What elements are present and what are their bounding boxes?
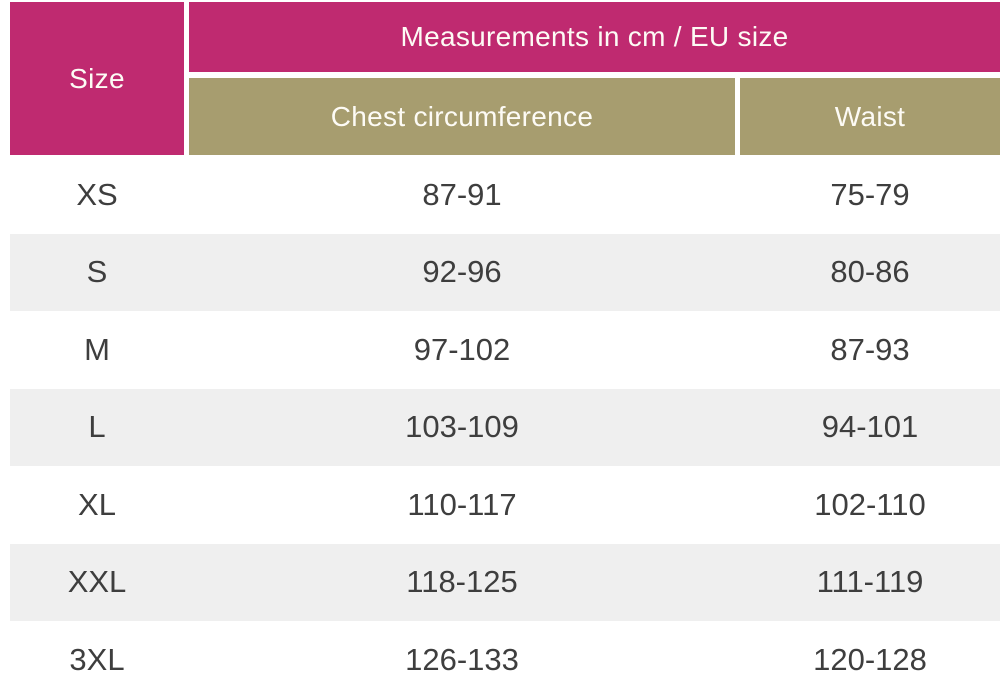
chest-cell: 126-133 [405, 641, 519, 677]
chest-cell: 103-109 [405, 409, 519, 445]
size-column-header-cell: Size [10, 2, 184, 155]
waist-cell: 120-128 [813, 641, 927, 677]
waist-cell: 111-119 [816, 564, 924, 600]
size-cell: XS [76, 176, 118, 212]
table-row-xs: XS 87-91 75-79 [10, 156, 1000, 234]
chest-column-header-cell: Chest circumference [189, 78, 735, 155]
chest-column-header-label: Chest circumference [330, 100, 594, 132]
chest-cell: 118-125 [406, 564, 518, 600]
table-row-xxl: XXL 118-125 111-119 [10, 543, 1000, 621]
table-row-xl: XL 110-117 102-110 [10, 466, 1000, 544]
waist-column-header-label: Waist [834, 100, 906, 132]
table-row-s: S 92-96 80-86 [10, 233, 1000, 311]
size-cell: XL [78, 486, 116, 522]
waist-cell: 80-86 [830, 254, 910, 290]
size-cell: L [88, 409, 106, 445]
size-cell: S [86, 254, 108, 290]
chest-cell: 92-96 [422, 254, 502, 290]
chest-cell: 97-102 [413, 331, 511, 367]
size-cell: XXL [67, 564, 127, 600]
measurements-group-header-label: Measurements in cm / EU size [400, 21, 789, 52]
waist-column-header-cell: Waist [740, 78, 1000, 155]
table-row-l: L 103-109 94-101 [10, 388, 1000, 466]
size-chart-header: Size Measurements in cm / EU size Chest … [10, 2, 1000, 155]
size-cell: M [84, 331, 110, 367]
waist-cell: 94-101 [821, 409, 919, 445]
waist-cell: 102-110 [814, 486, 926, 522]
table-row-3xl: 3XL 126-133 120-128 [10, 621, 1000, 688]
waist-cell: 87-93 [830, 331, 910, 367]
waist-cell: 75-79 [830, 176, 910, 212]
size-column-header-label: Size [69, 62, 125, 94]
chest-cell: 110-117 [407, 486, 517, 522]
size-cell: 3XL [69, 641, 125, 677]
chest-cell: 87-91 [422, 176, 502, 212]
size-chart-table: Size Measurements in cm / EU size Chest … [10, 2, 1000, 688]
table-row-m: M 97-102 87-93 [10, 311, 1000, 389]
measurements-group-header-cell: Measurements in cm / EU size [189, 2, 1000, 72]
size-chart-body: XS 87-91 75-79 S 92-96 80-86 M 97-102 87… [10, 156, 1000, 688]
